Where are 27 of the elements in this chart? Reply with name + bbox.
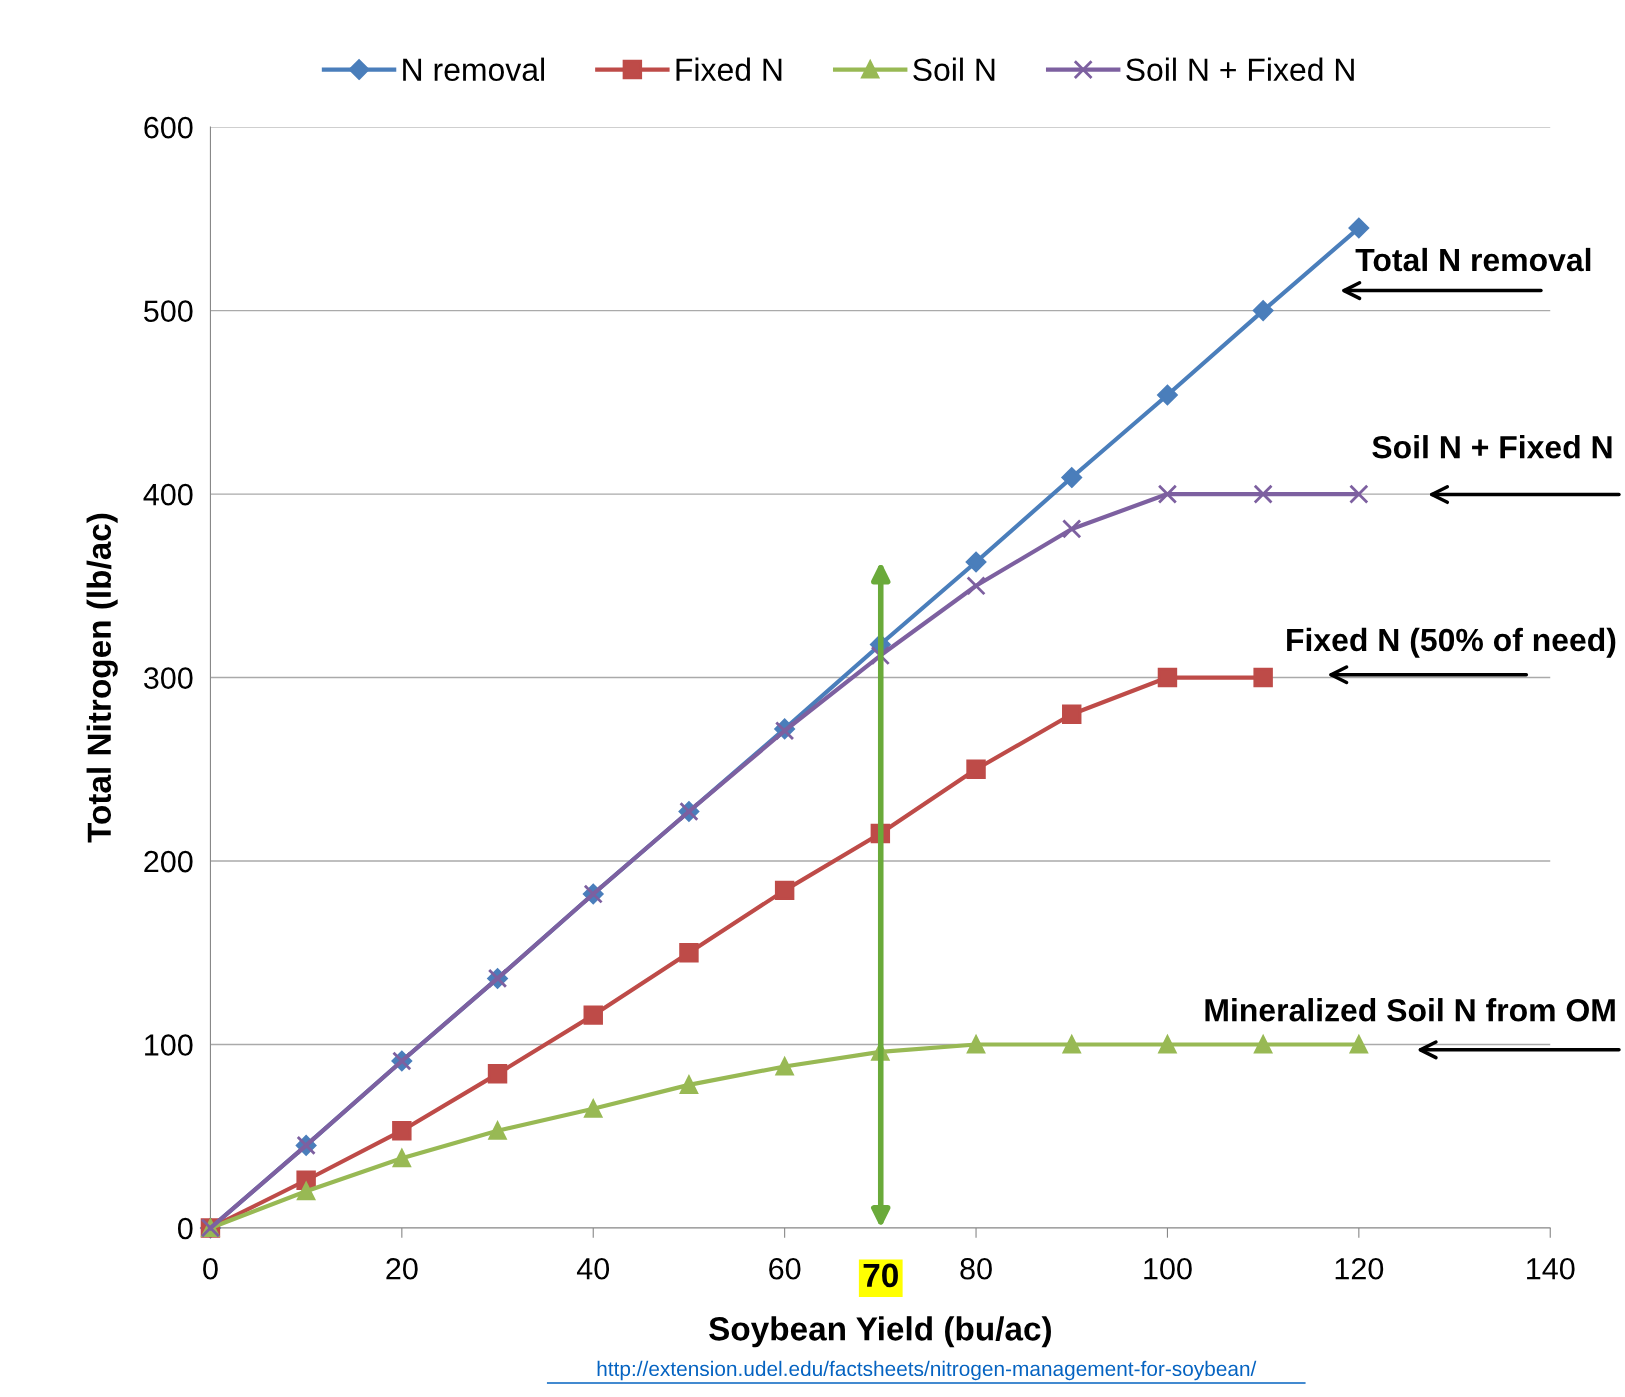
text: http://extension.udel.edu/factsheets/nitrogen-management-for-soybean/ — [597, 1360, 1257, 1381]
y-tick-label: 200 — [144, 850, 193, 873]
y-tick-label: 300 — [143, 667, 193, 689]
x-tick-label: 0 — [203, 1257, 218, 1280]
legend-label: Soil N + Fixed N — [1126, 57, 1354, 82]
y-tick-label: 500 — [144, 300, 193, 322]
annotation: Mineralized Soil N from OM — [1205, 998, 1615, 1022]
x-tick-label: 80 — [960, 1257, 992, 1280]
annotation: Total N removal — [1355, 247, 1591, 272]
legend-label: N removal — [403, 57, 544, 82]
x-tick-label: 60 — [769, 1257, 801, 1280]
y-tick-label: 400 — [143, 483, 193, 506]
annotation: Fixed N (50% of need) — [1287, 627, 1616, 658]
annotation: Soil N + Fixed N — [1372, 435, 1612, 459]
y-tick-label: 600 — [144, 116, 193, 139]
legend-label: Soil N — [913, 57, 995, 82]
y-tick-label: 0 — [177, 1217, 193, 1240]
text: 70 — [863, 1263, 898, 1288]
legend-label: Fixed N — [676, 57, 782, 82]
x-tick-label: 140 — [1527, 1257, 1575, 1280]
x-axis-title: Soybean Yield (bu/ac) — [709, 1316, 1051, 1348]
y-tick-label: 100 — [145, 1034, 193, 1056]
x-tick-label: 20 — [386, 1257, 418, 1280]
y-axis-title: Total Nitrogen (lb/ac) — [86, 513, 118, 843]
x-tick-label: 40 — [576, 1257, 610, 1280]
x-tick-label: 100 — [1144, 1257, 1192, 1280]
x-tick-label: 120 — [1335, 1257, 1384, 1280]
